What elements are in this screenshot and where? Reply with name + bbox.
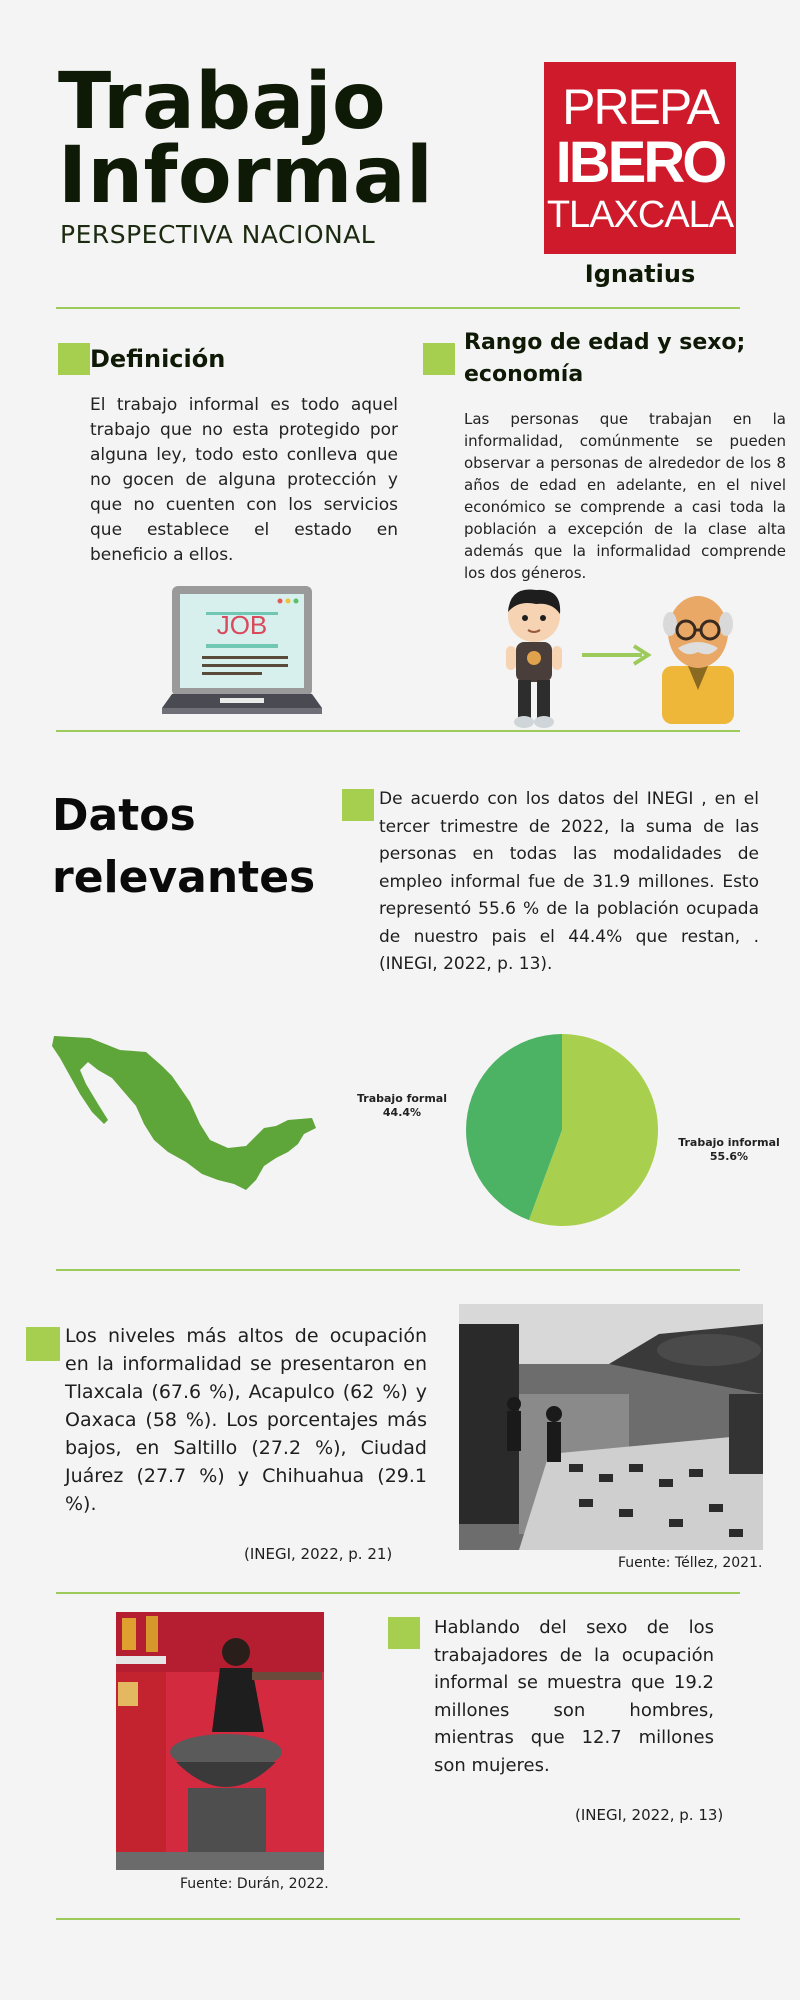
- relevant-text: De acuerdo con los datos del INEGI , en …: [379, 789, 759, 974]
- laptop-icon: JOB: [162, 586, 322, 714]
- logo-caption: Ignatius: [584, 260, 696, 288]
- definition-heading: Definición: [90, 345, 226, 373]
- legend-formal: Trabajo formal: [357, 1092, 447, 1105]
- legend-formal-value: 44.4%: [383, 1106, 421, 1119]
- relevant-heading-line2: relevantes: [52, 852, 316, 903]
- age-sex-text: Las personas que trabajan en la informal…: [464, 410, 786, 582]
- age-sex-heading-line1: Rango de edad y sexo;: [464, 330, 746, 355]
- section-marker: [58, 343, 90, 375]
- vendor-photo-caption: Fuente: Durán, 2022.: [180, 1876, 329, 1892]
- definition-text: El trabajo informal es todo aquel trabaj…: [90, 395, 398, 565]
- divider: [56, 1592, 740, 1594]
- divider: [56, 1918, 740, 1920]
- divider: [56, 1269, 740, 1271]
- section-marker: [26, 1327, 60, 1361]
- levels-text: Los niveles más altos de ocupación en la…: [65, 1325, 427, 1515]
- legend-informal-value: 55.6%: [710, 1150, 748, 1163]
- market-photo-caption: Fuente: Téllez, 2021.: [618, 1555, 763, 1571]
- section-marker: [423, 343, 455, 375]
- page-subtitle: PERSPECTIVA NACIONAL: [60, 220, 376, 249]
- gender-citation: (INEGI, 2022, p. 13): [575, 1806, 724, 1824]
- arrow-right-icon: [582, 644, 652, 666]
- relevant-heading-line1: Datos: [52, 790, 196, 841]
- divider: [56, 730, 740, 732]
- divider: [56, 307, 740, 309]
- elderly-man-icon: [662, 596, 734, 724]
- section-marker: [342, 789, 374, 821]
- pie-slice-informal: [528, 1034, 658, 1226]
- page-title-line1: Trabajo: [58, 57, 387, 147]
- gender-text: Hablando del sexo de los trabajadores de…: [434, 1617, 714, 1776]
- page-title-line2: Informal: [58, 131, 434, 221]
- street-vendor-photo: [116, 1612, 324, 1870]
- pie-slice-formal: [466, 1034, 562, 1221]
- school-logo: PREPA IBERO TLAXCALA: [544, 62, 736, 254]
- pie-chart: Trabajo formal 44.4% Trabajo informal 55…: [357, 1034, 780, 1226]
- levels-citation: (INEGI, 2022, p. 21): [244, 1545, 393, 1563]
- pie-slices: [466, 1034, 658, 1226]
- mexico-map: [52, 1036, 316, 1190]
- child-icon: [506, 589, 562, 728]
- section-marker: [388, 1617, 420, 1649]
- legend-informal: Trabajo informal: [678, 1136, 780, 1149]
- market-photo: [459, 1304, 763, 1550]
- age-sex-heading-line2: economía: [464, 362, 584, 387]
